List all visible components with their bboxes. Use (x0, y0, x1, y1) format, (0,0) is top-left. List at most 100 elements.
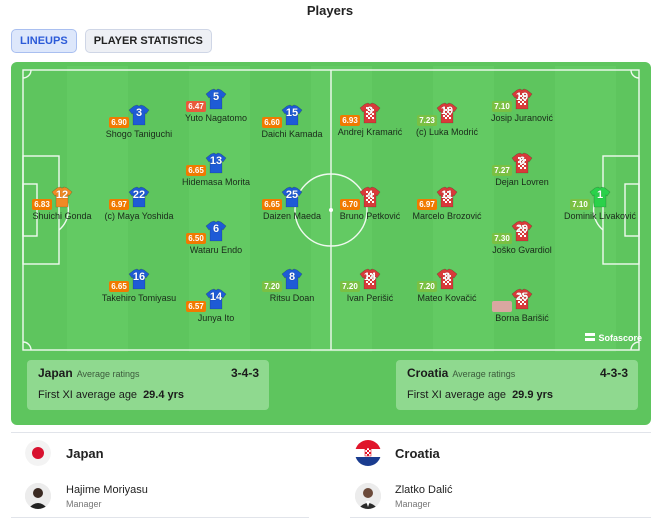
jersey-icon: 20 (511, 220, 533, 242)
player-name: Ivan Perišić (346, 293, 394, 303)
shirt-number: 3 (135, 107, 143, 119)
jersey-icon: 19 (511, 88, 533, 110)
jersey-icon: 16 (128, 268, 150, 290)
player-rating-badge: 7.20 (340, 281, 360, 292)
jersey-icon: 25 (511, 288, 533, 310)
jersey-icon: 6 (205, 220, 227, 242)
player-name: Takehiro Tomiyasu (101, 293, 177, 303)
tab-player-statistics[interactable]: PLAYER STATISTICS (84, 29, 212, 53)
player-rating-badge: 6.83 (32, 199, 52, 210)
player-name: Dominik Livaković (563, 211, 637, 221)
player-name: Hidemasa Morita (181, 177, 251, 187)
divider (11, 432, 651, 433)
jersey-icon: 1 (589, 186, 611, 208)
japan-team-name[interactable]: Japan (66, 446, 104, 461)
shirt-number: 20 (515, 223, 529, 235)
japan-summary-card: Japan Average ratings 3-4-3 First XI aver… (27, 360, 269, 410)
player-rating-badge: 6.93 (340, 115, 360, 126)
player-rating-badge: 7.27 (492, 165, 512, 176)
tab-bar: LINEUPS PLAYER STATISTICS (11, 29, 212, 53)
player-rating-badge: 7.20 (417, 281, 437, 292)
croatia-formation: 4-3-3 (599, 366, 628, 380)
jersey-icon: 3 (128, 104, 150, 126)
jersey-icon: 5 (205, 88, 227, 110)
sofascore-branding: Sofascore (585, 332, 642, 344)
croatia-summary-card: Croatia Average ratings 4-3-3 First XI av… (396, 360, 638, 410)
shirt-number: 25 (515, 291, 529, 303)
shirt-number: 10 (440, 105, 454, 117)
jersey-icon: 25 (281, 186, 303, 208)
jersey-icon: 8 (436, 268, 458, 290)
player-name: Daichi Kamada (261, 129, 323, 139)
player-rating-badge: 6.60 (262, 117, 282, 128)
player-rating-badge: 7.23 (417, 115, 437, 126)
jersey-icon: 11 (436, 186, 458, 208)
player-rating-badge: 6.97 (417, 199, 437, 210)
shirt-number: 11 (441, 189, 453, 201)
croatia-summary-name: Croatia (407, 366, 449, 380)
player-rating-badge: 7.20 (262, 281, 282, 292)
player-rating-badge: 6.65 (262, 199, 282, 210)
japan-flag-icon (25, 440, 51, 466)
sofascore-label: Sofascore (598, 333, 642, 343)
player-name: Dejan Lovren (495, 177, 549, 187)
jersey-icon: 15 (281, 104, 303, 126)
player-rating-badge: 6.97 (109, 199, 129, 210)
player-name: Bruno Petković (339, 211, 401, 221)
player-name: Daizen Maeda (262, 211, 322, 221)
sofascore-logo-icon (585, 332, 596, 344)
player-name: Joško Gvardiol (492, 245, 552, 255)
jersey-icon: 8 (281, 268, 303, 290)
player-rating-badge: 6.90 (109, 117, 129, 128)
player-rating-badge: 6.70 (340, 199, 360, 210)
page-title: Players (306, 3, 354, 18)
croatia-age-value: 29.9 yrs (512, 389, 554, 401)
croatia-manager-role: Manager (395, 499, 431, 509)
shirt-number: 9 (366, 105, 374, 117)
player-rating-badge: 6.47 (186, 101, 206, 112)
player-name: Shuichi Gonda (32, 211, 92, 221)
shirt-number: 6 (518, 155, 526, 167)
player-name: Ritsu Doan (269, 293, 315, 303)
manager-avatar-japan (25, 483, 51, 509)
jersey-icon: 6 (511, 152, 533, 174)
shirt-number: 8 (288, 271, 296, 283)
shirt-number: 25 (285, 189, 299, 201)
japan-avg-ratings-label: Average ratings (76, 369, 140, 379)
japan-age: First XI average age 29.4 yrs (38, 389, 184, 401)
shirt-number: 1 (596, 189, 604, 201)
japan-summary-title: Japan Average ratings (38, 366, 140, 380)
player-name: Shogo Taniguchi (105, 129, 173, 139)
jersey-icon: 14 (359, 268, 381, 290)
player-rating-badge: 6.65 (186, 165, 206, 176)
jersey-icon: 12 (51, 186, 73, 208)
croatia-flag-icon (355, 440, 381, 466)
shirt-number: 22 (132, 189, 146, 201)
shirt-number: 15 (285, 107, 299, 119)
player-name: (c) Luka Modrić (415, 127, 478, 137)
tab-lineups[interactable]: LINEUPS (11, 29, 77, 53)
shirt-number: 4 (366, 189, 374, 201)
croatia-manager-name[interactable]: Zlatko Dalić (395, 484, 453, 496)
jersey-icon: 13 (205, 152, 227, 174)
player-name: Junya Ito (197, 313, 235, 323)
player-name: Marcelo Brozović (412, 211, 482, 221)
shirt-number: 8 (443, 271, 451, 283)
divider (11, 517, 309, 518)
pitch-lines (22, 69, 640, 351)
shirt-number: 13 (209, 155, 223, 167)
player-name: Josip Juranović (490, 113, 554, 123)
croatia-age-label: First XI average age (407, 389, 507, 401)
player-name: Andrej Kramarić (337, 127, 403, 137)
croatia-avg-ratings-label: Average ratings (452, 369, 516, 379)
jersey-icon: 9 (359, 102, 381, 124)
player-rating-badge: 6.57 (186, 301, 206, 312)
japan-age-label: First XI average age (38, 389, 138, 401)
player-rating-badge: 7.10 (492, 101, 512, 112)
divider (350, 517, 651, 518)
japan-manager-name[interactable]: Hajime Moriyasu (66, 484, 148, 496)
shirt-number: 14 (209, 291, 223, 303)
player-rating-badge: 7.10 (570, 199, 590, 210)
manager-avatar-croatia (355, 483, 381, 509)
croatia-team-name[interactable]: Croatia (395, 446, 440, 461)
